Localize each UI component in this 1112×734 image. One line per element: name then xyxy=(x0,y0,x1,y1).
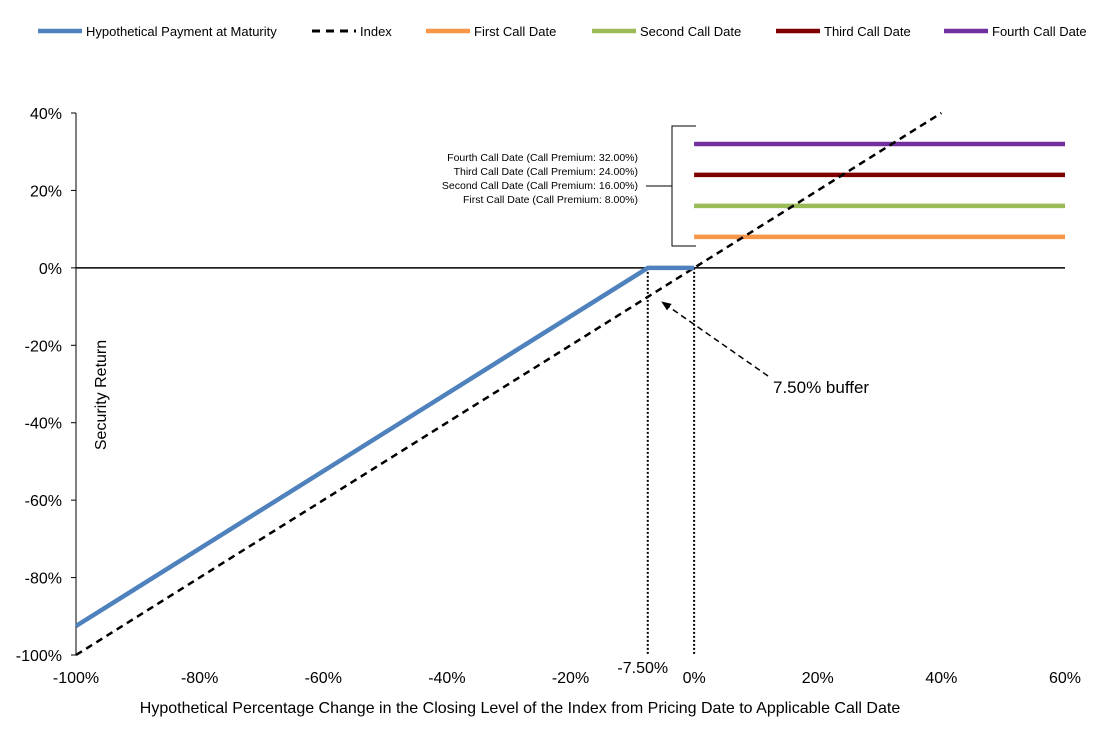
buffer-label: 7.50% buffer xyxy=(773,378,869,397)
call-premium-label: Fourth Call Date (Call Premium: 32.00%) xyxy=(447,152,638,164)
annotations: Fourth Call Date (Call Premium: 32.00%) T… xyxy=(442,125,869,397)
legend: Hypothetical Payment at Maturity Index Fir… xyxy=(38,24,1087,39)
y-tick-label: 40% xyxy=(30,106,62,123)
y-tick-label: -80% xyxy=(25,571,62,588)
legend-item: Index xyxy=(312,24,392,39)
x-tick-label: 40% xyxy=(925,670,957,687)
x-tick-label: -60% xyxy=(305,670,342,687)
x-tick-label: 60% xyxy=(1049,670,1081,687)
legend-label: Hypothetical Payment at Maturity xyxy=(86,24,277,39)
y-tick-label: 0% xyxy=(39,261,62,278)
legend-label: Second Call Date xyxy=(640,24,741,39)
y-tick-label: -20% xyxy=(25,338,62,355)
x-tick-label: -20% xyxy=(552,670,589,687)
axes: -100% -80% -60% -40% -20% 0% 20% 40% -100% -80% -6… xyxy=(16,106,1081,687)
x-axis-label: Hypothetical Percentage Change in the Cl… xyxy=(140,700,901,717)
series-line-hypothetical-payment-at-maturity xyxy=(74,265,695,628)
y-tick-label: 20% xyxy=(30,183,62,200)
legend-label: Fourth Call Date xyxy=(992,24,1087,39)
buffer-arrow xyxy=(661,301,769,377)
call-premium-label: First Call Date (Call Premium: 8.00%) xyxy=(463,194,638,206)
y-tick-label: -60% xyxy=(25,493,62,510)
legend-item: First Call Date xyxy=(426,24,556,39)
call-bracket xyxy=(671,125,696,247)
y-axis-label: Security Return xyxy=(93,340,110,450)
legend-item: Second Call Date xyxy=(592,24,741,39)
x-tick-label: -40% xyxy=(428,670,465,687)
x-tick-label: 0% xyxy=(683,670,706,687)
call-premium-label: Third Call Date (Call Premium: 24.00%) xyxy=(454,166,638,178)
legend-item: Hypothetical Payment at Maturity xyxy=(38,24,277,39)
x-tick-label: -100% xyxy=(53,670,99,687)
legend-item: Third Call Date xyxy=(776,24,911,39)
call-premium-label: Second Call Date (Call Premium: 16.00%) xyxy=(442,180,638,192)
y-tick-label: -40% xyxy=(25,416,62,433)
legend-label: First Call Date xyxy=(474,24,556,39)
buffer-tick-label: -7.50% xyxy=(617,660,668,677)
x-tick-label: -80% xyxy=(181,670,218,687)
legend-label: Third Call Date xyxy=(824,24,911,39)
legend-item: Fourth Call Date xyxy=(944,24,1087,39)
x-tick-label: 20% xyxy=(802,670,834,687)
legend-label: Index xyxy=(360,24,392,39)
y-tick-label: -100% xyxy=(16,648,62,665)
series-layer xyxy=(74,111,1065,657)
series-line-index xyxy=(75,111,943,657)
